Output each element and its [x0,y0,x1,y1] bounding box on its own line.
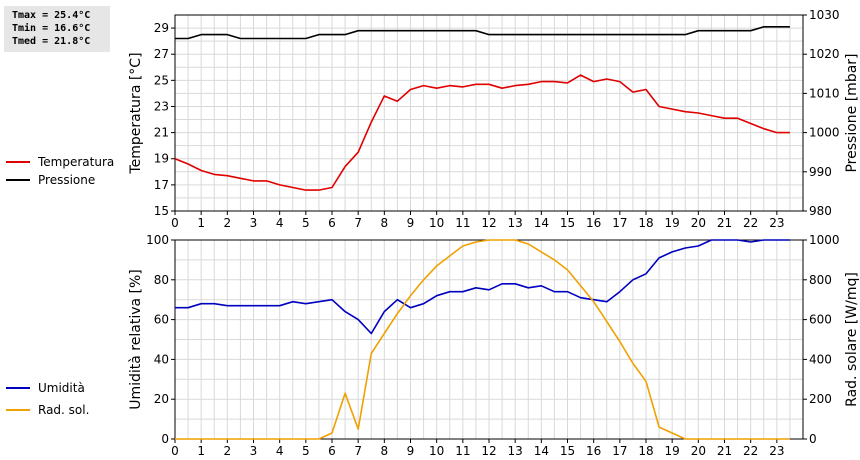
x-tick-label: 6 [328,444,336,458]
x-tick-label: 19 [665,216,680,230]
x-tick-label: 21 [717,216,732,230]
x-tick-label: 2 [224,216,232,230]
y-right-tick-label: 1020 [809,47,840,61]
x-tick-label: 12 [481,444,496,458]
y-right-tick-label: 600 [809,313,832,327]
x-tick-label: 22 [743,444,758,458]
x-tick-label: 10 [429,216,444,230]
x-tick-label: 18 [638,216,653,230]
y-left-tick-label: 27 [154,47,169,61]
chart-panel-1: 0 1 2 3 4 5 6 7 8 9 10 11 12 13 14 15 16 17 18 19 20 21 22 2315… [6,8,860,230]
x-tick-label: 20 [691,444,706,458]
legend-label: Temperatura [37,155,114,169]
y-left-tick-label: 60 [154,313,169,327]
x-tick-label: 7 [354,216,362,230]
x-tick-label: 13 [508,444,523,458]
stats-box: Tmax = 25.4°C Tmin = 16.6°C Tmed = 21.8°… [4,6,110,52]
y-left-tick-label: 100 [146,233,169,247]
x-tick-label: 11 [455,216,470,230]
y-right-tick-label: 800 [809,273,832,287]
x-tick-label: 14 [534,444,549,458]
y-left-axis-label: Umidità relativa [%] [128,269,144,410]
y-left-tick-label: 19 [154,152,169,166]
series-line-temperatura [174,74,790,191]
x-tick-label: 9 [407,444,415,458]
x-tick-label: 4 [276,216,284,230]
y-right-axis-label: Pressione [mbar] [844,53,860,172]
y-left-tick-label: 17 [154,178,169,192]
y-left-tick-label: 15 [154,204,169,218]
x-tick-label: 17 [612,216,627,230]
x-tick-label: 16 [586,444,601,458]
y-right-axis-label: Rad. solare [W/mq] [844,272,860,407]
x-tick-label: 22 [743,216,758,230]
x-tick-label: 9 [407,216,415,230]
series-line-umidit- [175,239,790,335]
x-tick-label: 23 [769,216,784,230]
y-left-tick-label: 23 [154,99,169,113]
tmin-text: Tmin = 16.6°C [12,23,91,34]
tmed-text: Tmed = 21.8°C [12,36,91,47]
x-tick-label: 0 [171,444,179,458]
y-right-tick-label: 0 [809,432,817,446]
y-left-tick-label: 80 [154,273,169,287]
x-tick-label: 8 [381,444,389,458]
x-tick-label: 14 [534,216,549,230]
x-tick-label: 5 [302,444,310,458]
y-right-tick-label: 1000 [809,126,840,140]
y-right-tick-label: 980 [809,204,832,218]
tmax-text: Tmax = 25.4°C [12,10,91,21]
y-left-tick-label: 29 [154,21,169,35]
y-right-tick-label: 1010 [809,86,840,100]
series-line-pressione [175,25,790,40]
y-right-tick-label: 400 [809,352,832,366]
x-tick-label: 23 [769,444,784,458]
chart-panel-2: 0 1 2 3 4 5 6 7 8 9 10 11 12 13 14 15 16 17 18 19 20 21 22 2302… [6,233,860,458]
y-left-tick-label: 20 [154,392,169,406]
y-right-tick-label: 200 [809,392,832,406]
x-tick-label: 16 [586,216,601,230]
x-tick-label: 17 [612,444,627,458]
series-line-rad-sol- [175,239,790,440]
legend-label: Umidità [38,381,85,395]
y-right-tick-label: 1030 [809,8,840,22]
x-tick-label: 1 [197,216,205,230]
legend-label: Pressione [38,173,95,187]
y-right-tick-label: 1000 [809,233,840,247]
y-left-tick-label: 21 [154,126,169,140]
x-tick-label: 20 [691,216,706,230]
x-tick-label: 19 [665,444,680,458]
y-left-axis-label: Temperatura [°C] [128,52,144,174]
x-tick-label: 15 [560,216,575,230]
x-tick-label: 5 [302,216,310,230]
legend-label: Rad. sol. [38,403,89,417]
y-left-tick-label: 40 [154,352,169,366]
x-tick-label: 18 [638,444,653,458]
x-tick-label: 13 [508,216,523,230]
x-tick-label: 12 [481,216,496,230]
y-left-tick-label: 25 [154,73,169,87]
x-tick-label: 2 [224,444,232,458]
x-tick-label: 8 [381,216,389,230]
x-tick-label: 0 [171,216,179,230]
x-tick-label: 10 [429,444,444,458]
x-tick-label: 4 [276,444,284,458]
x-tick-label: 7 [354,444,362,458]
x-tick-label: 21 [717,444,732,458]
y-right-tick-label: 990 [809,165,832,179]
x-tick-label: 3 [250,444,258,458]
x-tick-label: 11 [455,444,470,458]
x-tick-label: 15 [560,444,575,458]
x-tick-label: 6 [328,216,336,230]
y-left-tick-label: 0 [161,432,169,446]
x-tick-label: 3 [250,216,258,230]
x-tick-label: 1 [197,444,205,458]
